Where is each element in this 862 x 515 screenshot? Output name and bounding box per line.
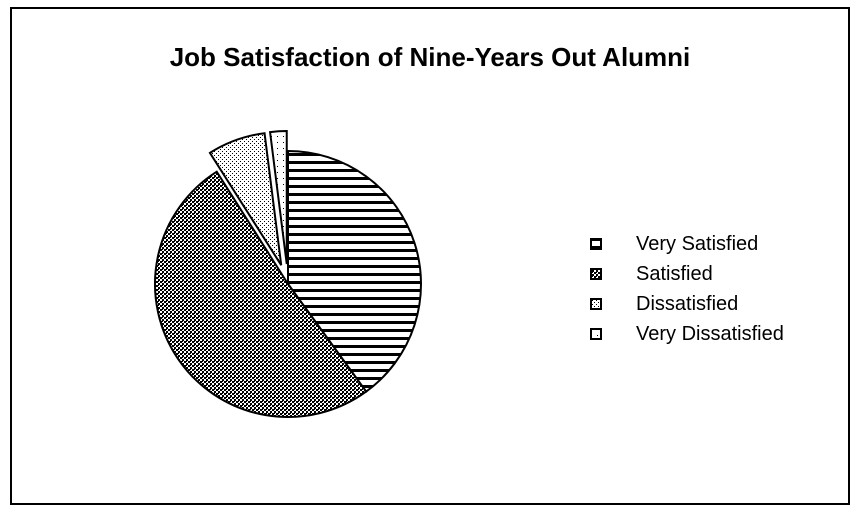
- legend-item: Very Dissatisfied: [587, 319, 847, 349]
- pie-slice-satisfied: [154, 170, 368, 418]
- chart-title: Job Satisfaction of Nine-Years Out Alumn…: [169, 42, 691, 72]
- legend-label: Very Satisfied: [636, 232, 759, 255]
- legend-label: Dissatisfied: [636, 292, 739, 315]
- pie-chart: [154, 130, 422, 418]
- legend-item: Very Satisfied: [587, 229, 847, 259]
- legend-swatch: [590, 268, 602, 280]
- pie-slice-very-dissatisfied: [268, 130, 288, 265]
- legend-item: Dissatisfied: [587, 289, 847, 319]
- legend: Very Satisfied Satisfied Dissatisfied Very …: [587, 229, 847, 349]
- legend-label: Very Dissatisfied: [636, 322, 784, 345]
- legend-swatch: [590, 238, 602, 250]
- legend-swatch: [590, 328, 602, 340]
- pie-slice-very-satisfied: [287, 149, 422, 393]
- legend-item: Satisfied: [587, 259, 847, 289]
- legend-swatch: [590, 298, 602, 310]
- legend-label: Satisfied: [636, 262, 713, 285]
- pie-slice-dissatisfied: [208, 132, 283, 266]
- chart-frame: Job Satisfaction of Nine-Years Out Alumn…: [10, 7, 850, 505]
